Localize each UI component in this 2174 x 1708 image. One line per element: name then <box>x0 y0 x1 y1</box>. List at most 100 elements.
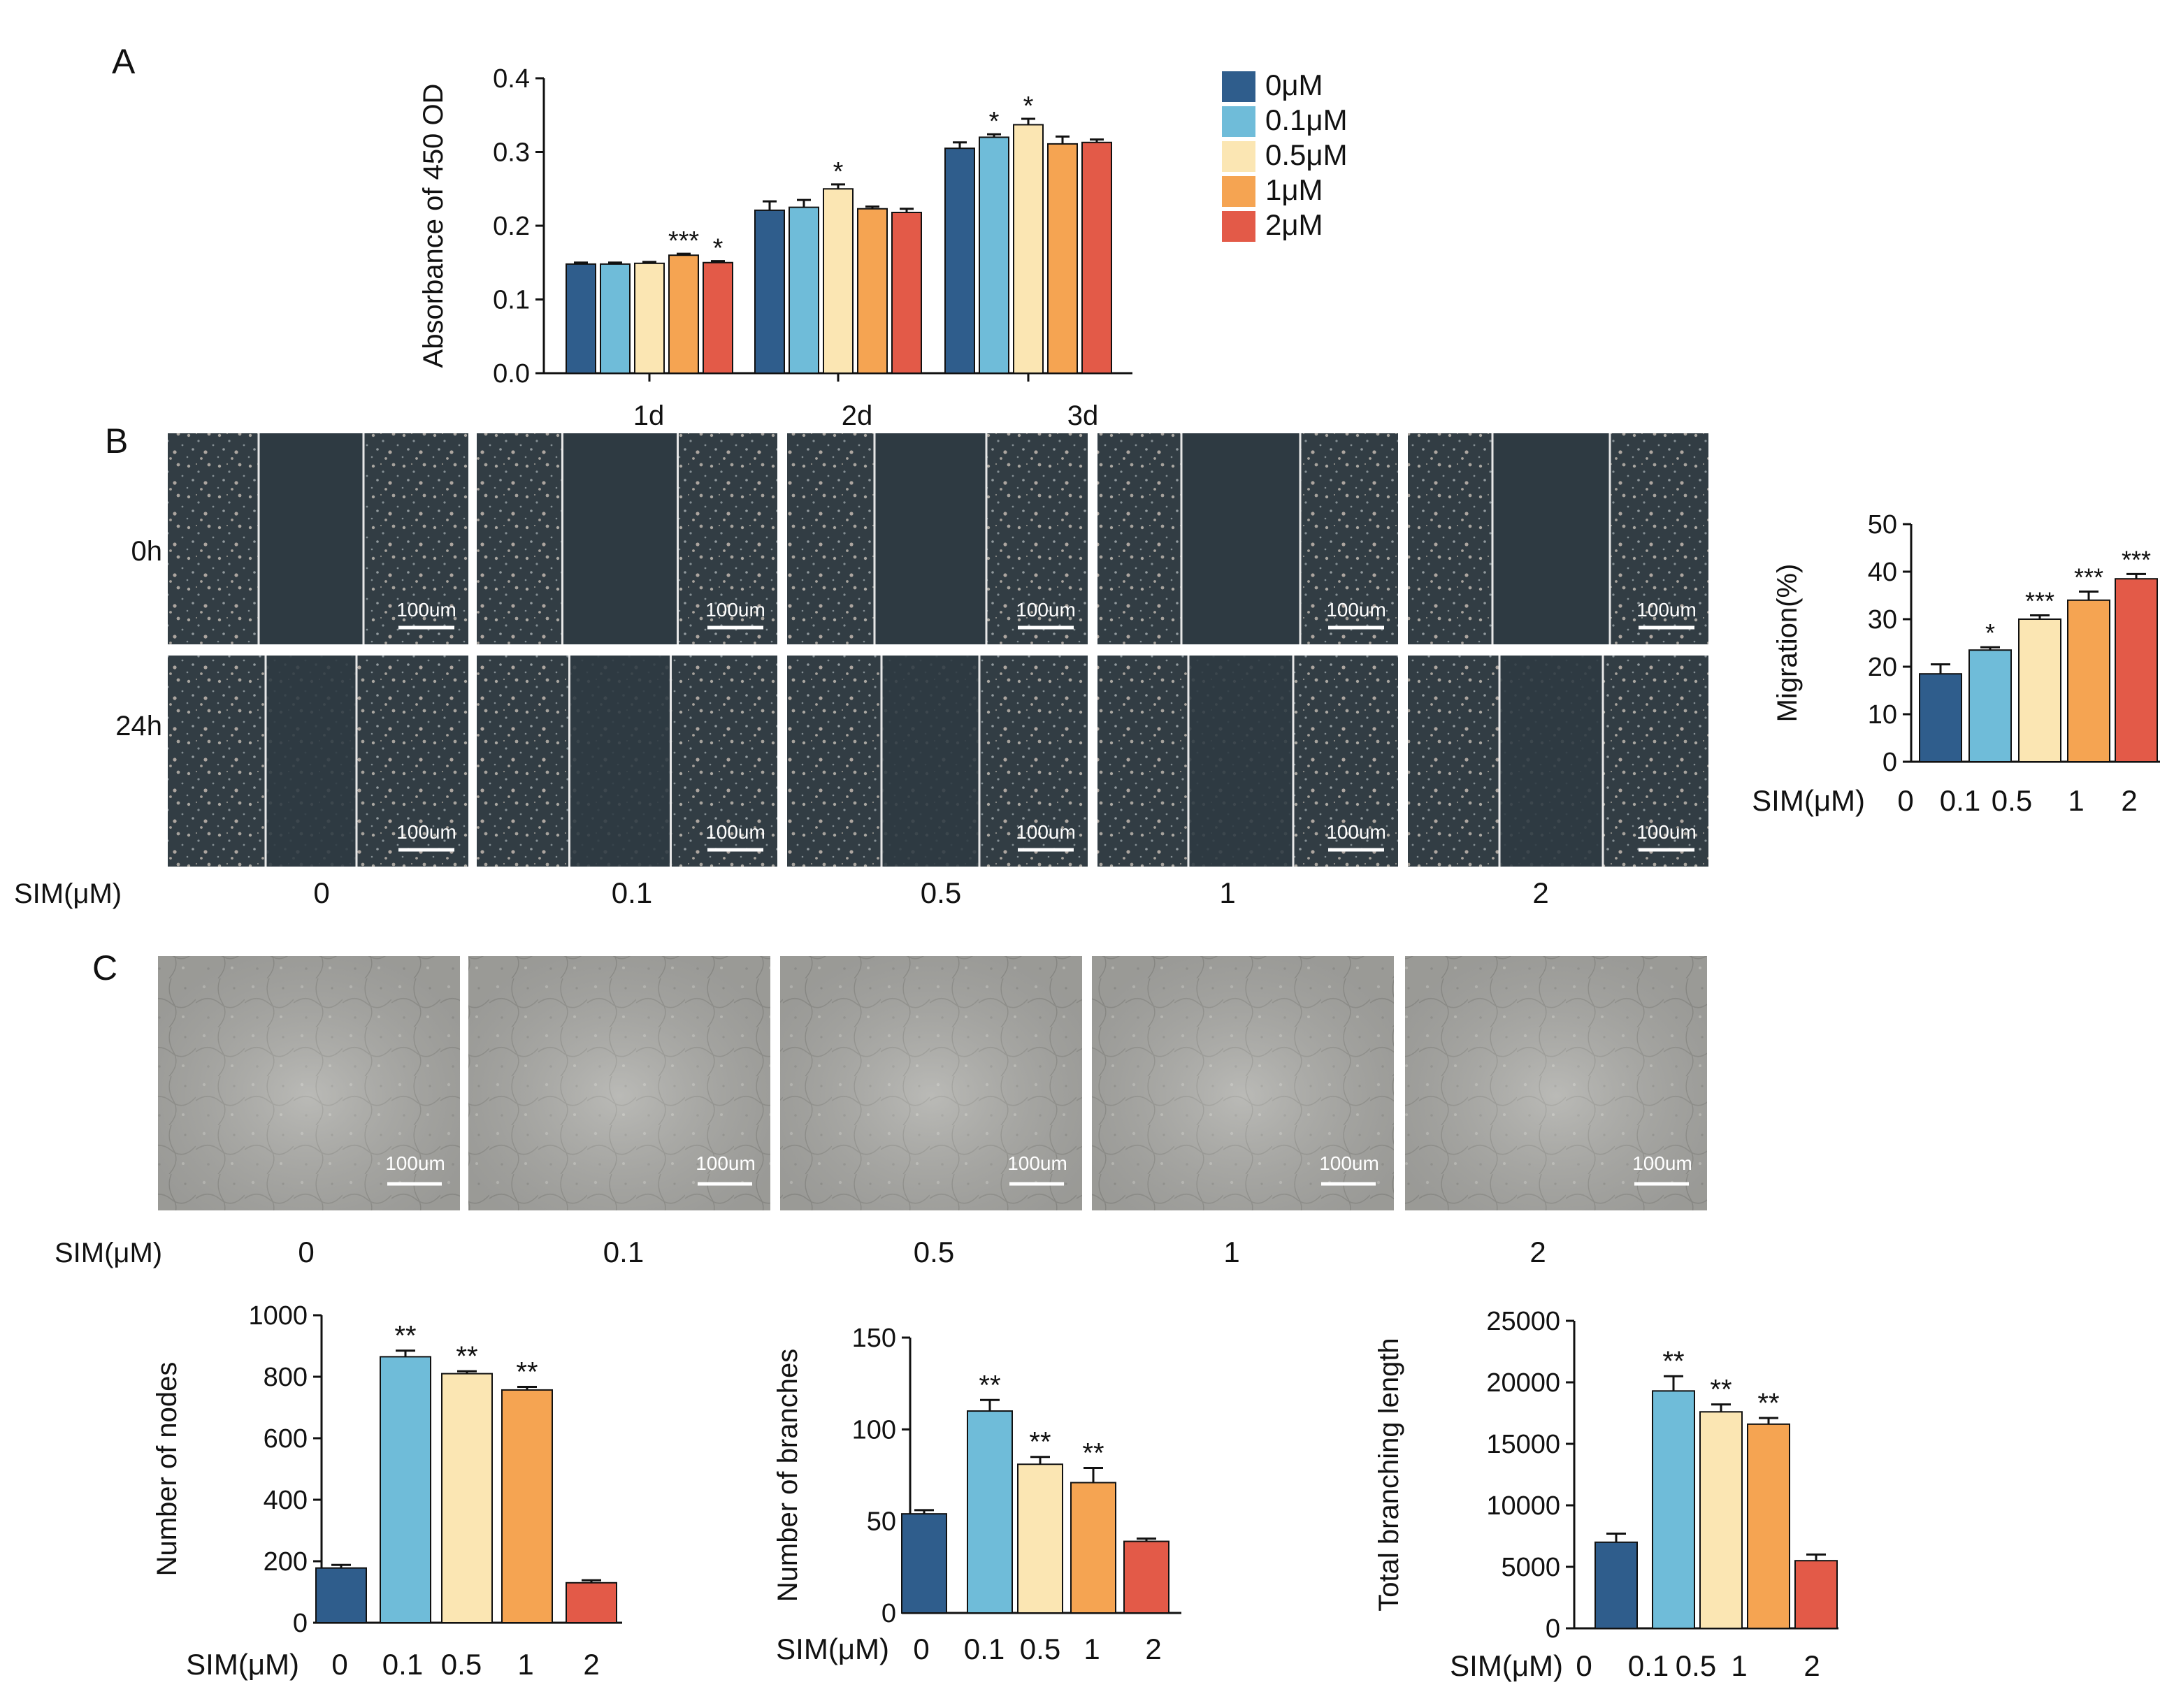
scale-bar-label: 100um <box>1016 821 1076 843</box>
y-tick-label: 25000 <box>1486 1307 1560 1336</box>
legend-label: 0.5μM <box>1265 138 1348 171</box>
scale-bar-label: 100um <box>1319 1152 1379 1174</box>
x-tick-label: 0.5 <box>441 1648 482 1681</box>
tube-image-shading <box>780 956 1082 1210</box>
x-axis-title: SIM(μM) <box>186 1648 299 1681</box>
significance-mark: * <box>989 107 1000 136</box>
bar <box>979 136 1009 374</box>
chart-branches: 0 50 100 150 Number of branches 0 ** 0.1 ** 0.5 **… <box>772 1324 1181 1665</box>
y-tick-label: 15000 <box>1486 1430 1560 1459</box>
significance-mark: * <box>1023 92 1034 121</box>
y-tick-label: 400 <box>264 1486 308 1515</box>
y-tick-label: 0.0 <box>493 359 530 389</box>
legend-swatch <box>1222 71 1255 102</box>
x-tick-label: 0 <box>913 1633 929 1665</box>
chart-nodes: 0 200 400 600 800 1000 Number of nodes 0 ** 0.1 **… <box>152 1301 622 1681</box>
x-tick-label: 1 <box>1731 1649 1747 1682</box>
dose-label: 0.1 <box>603 1236 644 1268</box>
bar <box>1794 1560 1838 1629</box>
chart-migration: 0 10 20 30 40 50 Migration(%) 0 * 0.1 *** 0.5 *** 1 **… <box>1752 510 2160 817</box>
significance-mark: ** <box>1082 1438 1104 1468</box>
scale-bar-label: 100um <box>1007 1152 1067 1174</box>
dose-label: 1 <box>1223 1236 1239 1268</box>
bar <box>441 1373 493 1623</box>
x-tick-label: 2 <box>583 1648 599 1681</box>
significance-mark: * <box>1985 618 1995 647</box>
bar <box>2018 618 2061 762</box>
dose-label: 0 <box>313 876 329 909</box>
tube-image-shading <box>1405 956 1707 1210</box>
bar <box>944 147 975 374</box>
legend-swatch <box>1222 211 1255 242</box>
dose-label: 1 <box>1219 876 1235 909</box>
x-tick-label: 0 <box>1576 1649 1592 1682</box>
bar <box>2115 578 2158 762</box>
scale-bar-label: 100um <box>385 1152 445 1174</box>
y-tick-label: 0 <box>881 1599 896 1628</box>
tube-formation-images: 100um 100um 100um 100um 100um <box>158 956 1707 1210</box>
bar <box>857 208 888 374</box>
y-tick-label: 0.2 <box>493 212 530 241</box>
x-tick-label: 2 <box>2121 784 2137 817</box>
significance-mark: ** <box>979 1370 1000 1401</box>
bar <box>823 188 854 374</box>
x-tick-label: 2 <box>1804 1649 1820 1682</box>
significance-mark: *** <box>2025 587 2054 616</box>
x-tick-label: 0.1 <box>964 1633 1005 1665</box>
bar <box>1747 1423 1790 1629</box>
wound-dose-labels: 0 0.1 0.5 1 2 <box>313 876 1548 909</box>
y-tick-label: 0.1 <box>493 286 530 315</box>
x-tick-label: 0 <box>331 1648 347 1681</box>
y-tick-label: 0 <box>293 1609 308 1638</box>
y-tick-label: 200 <box>264 1547 308 1577</box>
scale-bar-label: 100um <box>705 599 765 621</box>
y-tick-label: 40 <box>1868 558 1897 587</box>
y-tick-label: 20 <box>1868 653 1897 682</box>
bar <box>1070 1482 1116 1614</box>
significance-mark: ** <box>516 1357 538 1388</box>
x-tick-label: 0.5 <box>1676 1649 1716 1682</box>
bar <box>634 262 665 374</box>
bar <box>1013 124 1044 374</box>
significance-mark: * <box>833 157 844 187</box>
chart-branching-length: 0 5000 10000 15000 20000 25000 Total branching… <box>1374 1307 1838 1682</box>
y-tick-label: 0.4 <box>493 64 530 94</box>
y-tick-label: 20000 <box>1486 1368 1560 1398</box>
scale-bar-label: 100um <box>1632 1152 1692 1174</box>
y-tick-label: 1000 <box>248 1301 308 1331</box>
x-axis-title: SIM(μM) <box>1450 1649 1563 1682</box>
y-axis-title: Number of branches <box>772 1349 803 1602</box>
scale-bar-label: 100um <box>1636 599 1697 621</box>
legend-label: 1μM <box>1265 173 1323 206</box>
bar <box>1047 143 1078 375</box>
x-tick-label: 0.1 <box>1940 784 1980 817</box>
legend-swatch <box>1222 176 1255 207</box>
bar <box>1081 141 1112 374</box>
wound-gap <box>562 433 678 644</box>
y-tick-label: 10 <box>1868 700 1897 730</box>
wound-gap <box>569 656 671 867</box>
bar <box>1594 1541 1638 1630</box>
bar <box>1968 649 2012 763</box>
scale-bar-label: 100um <box>1016 599 1076 621</box>
bar <box>703 261 733 374</box>
legend-label: 0μM <box>1265 68 1323 101</box>
y-axis-title: Migration(%) <box>1772 564 1803 723</box>
wound-gap <box>1181 433 1300 644</box>
wound-sim-axis-label: SIM(μM) <box>14 878 122 909</box>
scale-bar-label: 100um <box>696 1152 756 1174</box>
scale-bar-label: 100um <box>1326 821 1386 843</box>
bar <box>315 1567 367 1623</box>
significance-mark: *** <box>2074 563 2103 592</box>
bar <box>901 1513 947 1614</box>
scale-bar-label: 100um <box>1636 821 1697 843</box>
y-tick-label: 600 <box>264 1424 308 1454</box>
dose-label: 0.5 <box>921 876 961 909</box>
row-label-24h: 24h <box>115 711 162 741</box>
dose-label: 0 <box>298 1236 314 1268</box>
bar <box>789 206 819 374</box>
x-tick-label: 0.5 <box>1020 1633 1060 1665</box>
scale-bar-label: 100um <box>705 821 765 843</box>
x-tick-label: 0.5 <box>1992 784 2032 817</box>
